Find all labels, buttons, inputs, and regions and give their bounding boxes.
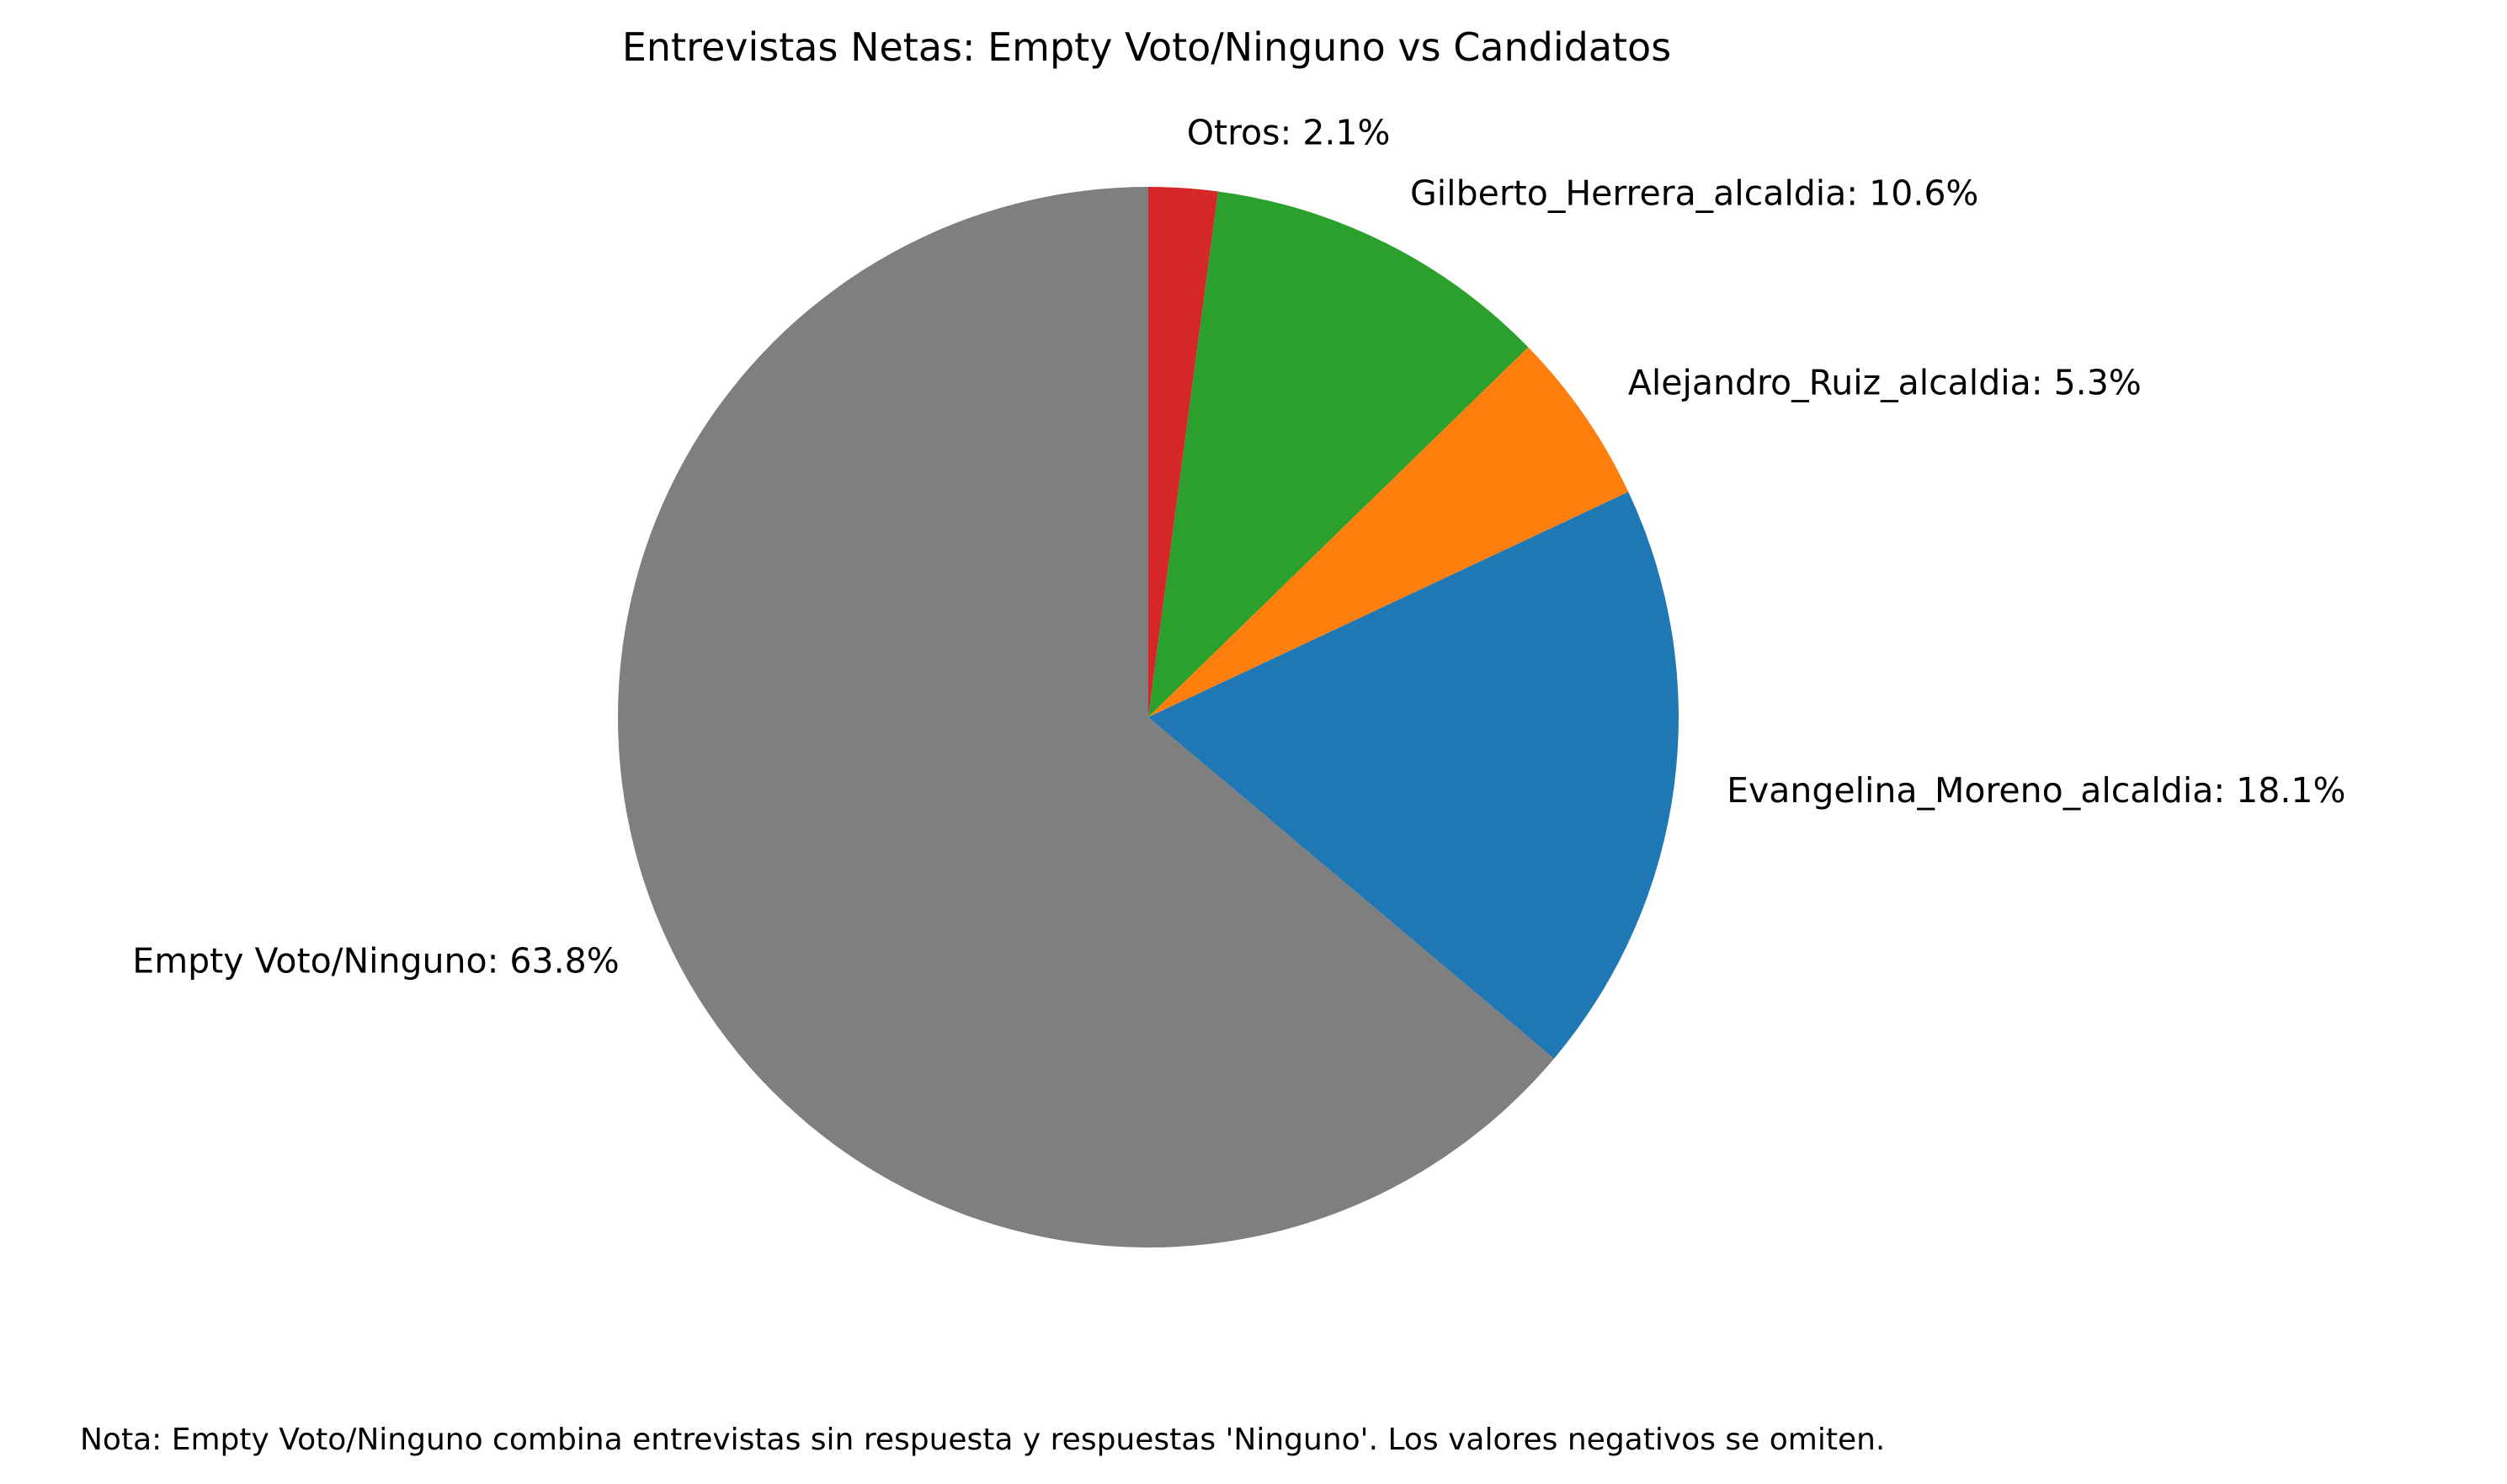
pie-label-empty-voto-ninguno: Empty Voto/Ninguno: 63.8% <box>132 940 619 981</box>
pie-slice-gilberto-herrera-alcaldia <box>1148 191 1529 717</box>
pie-slice-alejandro-ruiz-alcaldia <box>1148 347 1629 717</box>
pie-slice-otros <box>1148 187 1218 717</box>
chart-footnote: Nota: Empty Voto/Ninguno combina entrevi… <box>80 1423 1885 1457</box>
pie-label-gilberto-herrera-alcaldia: Gilberto_Herrera_alcaldia: 10.6% <box>1410 173 1978 214</box>
pie-label-evangelina-moreno-alcaldia: Evangelina_Moreno_alcaldia: 18.1% <box>1727 770 2345 811</box>
chart-title: Entrevistas Netas: Empty Voto/Ninguno vs… <box>622 24 1671 70</box>
pie-labels: Otros: 2.1% Gilberto_Herrera_alcaldia: 10… <box>132 113 2345 981</box>
pie-slices <box>618 187 1679 1247</box>
pie-label-alejandro-ruiz-alcaldia: Alejandro_Ruiz_alcaldia: 5.3% <box>1628 363 2142 403</box>
pie-slice-empty-voto-ninguno <box>618 187 1554 1247</box>
pie-label-otros: Otros: 2.1% <box>1187 113 1391 153</box>
pie-slice-evangelina-moreno-alcaldia <box>1148 492 1679 1059</box>
